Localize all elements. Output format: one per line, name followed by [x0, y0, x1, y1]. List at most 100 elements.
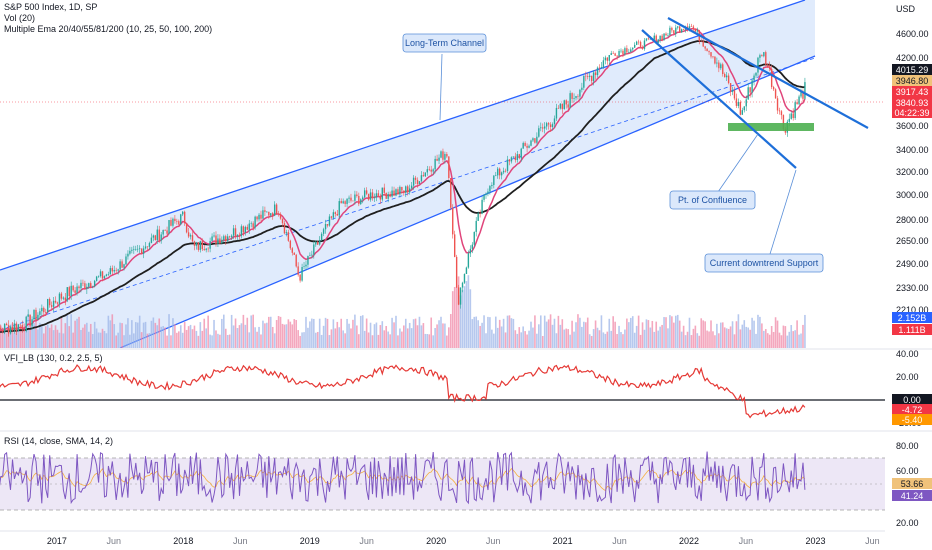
- price-candle: [432, 169, 434, 172]
- price-candle: [29, 314, 31, 326]
- volume-bar: [387, 331, 389, 348]
- volume-bars: [0, 275, 806, 348]
- price-candle: [326, 224, 329, 226]
- price-candle: [152, 235, 155, 238]
- price-candle: [86, 286, 88, 289]
- volume-bar: [205, 328, 207, 348]
- callout-pt-of-confluence[interactable]: Pt. of Confluence: [669, 133, 759, 210]
- volume-bar: [800, 333, 802, 348]
- price-badge-bg: [892, 86, 932, 97]
- channel-upper-line[interactable]: [0, 0, 806, 271]
- price-candle: [68, 287, 70, 296]
- volume-bar: [759, 316, 761, 348]
- price-candle: [318, 239, 321, 245]
- volume-bar: [725, 328, 728, 348]
- volume-bar: [518, 327, 521, 348]
- callout-current-downtrend-support[interactable]: Current downtrend Support: [704, 169, 824, 273]
- price-candle: [457, 287, 460, 305]
- volume-bar: [575, 322, 577, 348]
- volume-bar: [541, 335, 544, 348]
- price-candle: [467, 253, 470, 268]
- support-zone-box[interactable]: [728, 123, 814, 131]
- price-candle: [438, 157, 440, 161]
- volume-bar: [140, 332, 143, 348]
- price-candle: [133, 249, 135, 250]
- price-candle: [461, 282, 464, 288]
- price-candle: [264, 210, 266, 212]
- volume-bar: [320, 334, 323, 348]
- price-badge-bg: [892, 64, 932, 75]
- channel-lower-line[interactable]: [119, 55, 816, 348]
- volume-bar: [700, 318, 703, 348]
- volume-bar: [234, 318, 237, 348]
- volume-bar: [232, 325, 235, 348]
- vfi-legend[interactable]: VFI_LB (130, 0.2, 2.5, 5): [4, 353, 103, 364]
- callout-long-term-channel[interactable]: Long-Term Channel: [402, 33, 487, 121]
- price-axis-tick: 4600.00: [896, 29, 929, 39]
- volume-bar: [99, 332, 102, 348]
- price-candle: [416, 179, 419, 185]
- volume-bar: [309, 321, 311, 348]
- price-candle: [197, 242, 200, 250]
- main-title[interactable]: S&P 500 Index, 1D, SP: [4, 2, 98, 12]
- price-candle: [434, 158, 436, 170]
- volume-bar: [661, 324, 663, 348]
- volume-bar: [268, 316, 270, 348]
- time-axis-tick: Jun: [739, 536, 754, 546]
- volume-bar: [536, 333, 538, 348]
- price-candle: [755, 72, 757, 76]
- price-pane[interactable]: Long-Term Channel Pt. of Confluence Curr…: [0, 0, 885, 348]
- price-candle: [9, 326, 12, 334]
- volume-bar: [553, 318, 556, 348]
- price-candle: [268, 211, 270, 216]
- rsi-legend[interactable]: RSI (14, close, SMA, 14, 2): [4, 436, 113, 447]
- vfi-pane[interactable]: [0, 364, 885, 419]
- volume-bar: [252, 314, 254, 348]
- price-candle: [733, 90, 736, 99]
- volume-bar: [330, 329, 333, 348]
- price-candle: [244, 226, 247, 233]
- price-candle: [70, 285, 72, 296]
- volume-bar: [238, 325, 241, 348]
- volume-bar: [706, 330, 708, 348]
- price-candle: [93, 280, 96, 287]
- downtrend-lower-line[interactable]: [641, 29, 797, 169]
- time-axis[interactable]: 2017 Jun 2018 Jun 2019 Jun 2020 Jun 2021 Jun 2022 J…: [47, 536, 880, 546]
- price-axis-tick: 2490.00: [896, 259, 929, 269]
- downtrend-upper-line[interactable]: [667, 17, 869, 129]
- volume-bar: [755, 333, 757, 348]
- volume-bar: [449, 314, 452, 348]
- price-candle: [542, 127, 544, 129]
- price-candle: [692, 26, 695, 29]
- ema-legend[interactable]: Multiple Ema 20/40/55/81/200 (10, 25, 50…: [4, 24, 213, 34]
- price-candle: [56, 302, 59, 304]
- volume-bar: [209, 334, 211, 348]
- volume-bar: [367, 332, 370, 348]
- price-candle: [800, 92, 802, 97]
- price-candle: [273, 204, 276, 216]
- volume-bar: [395, 315, 397, 348]
- volume-bar: [176, 332, 178, 348]
- volume-bar: [385, 325, 388, 348]
- price-candle: [739, 102, 742, 115]
- volume-bar: [266, 322, 268, 348]
- price-candle: [363, 190, 366, 198]
- volume-bar: [181, 332, 184, 348]
- volume-bar: [628, 322, 630, 348]
- volume-bar: [678, 320, 681, 348]
- price-candle: [602, 60, 605, 68]
- price-candle: [107, 274, 110, 275]
- volume-bar: [201, 330, 204, 348]
- price-candle: [305, 264, 307, 267]
- volume-bar: [786, 335, 789, 348]
- volume-bar: [485, 333, 487, 348]
- price-candle: [105, 274, 108, 277]
- price-candle: [471, 244, 474, 249]
- rsi-pane[interactable]: [0, 451, 885, 511]
- vfi-badge-bg: [892, 394, 932, 405]
- volume-bar: [739, 329, 742, 348]
- vol-legend[interactable]: Vol (20): [4, 13, 36, 23]
- price-candle: [95, 276, 98, 281]
- price-candle: [628, 51, 630, 53]
